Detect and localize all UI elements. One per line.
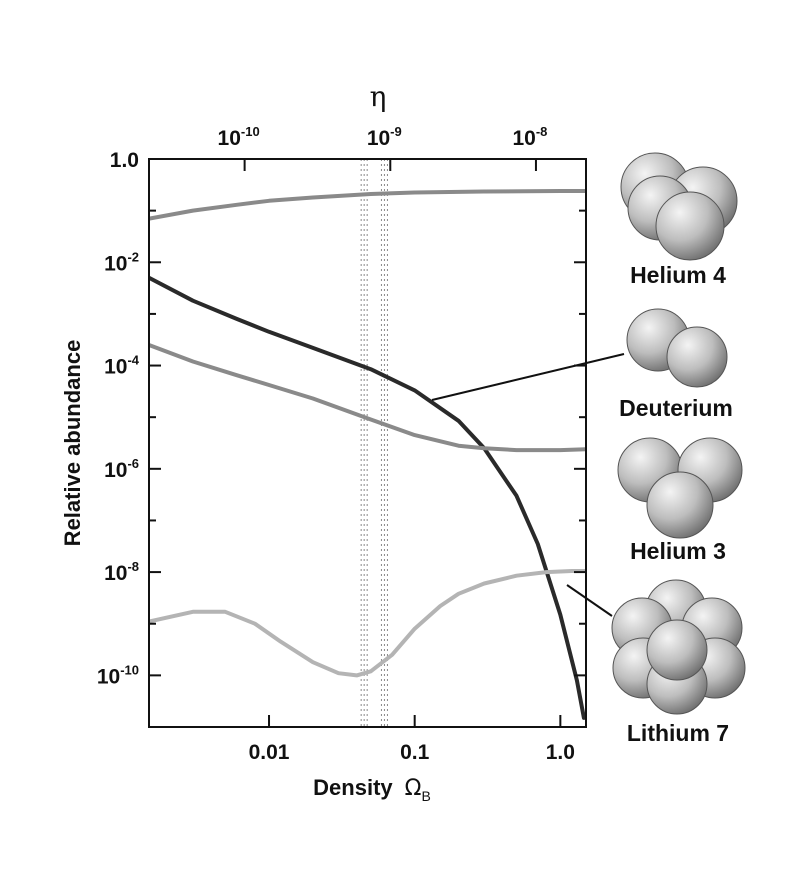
y-axis-title: Relative abundance — [60, 340, 85, 547]
series-line-deuterium — [149, 275, 586, 720]
y-tick-label: 1.0 — [110, 149, 139, 172]
series-line-lithium-7 — [149, 569, 586, 678]
top-axis-title: η — [370, 80, 387, 113]
lithium-7-leader-line — [566, 584, 613, 617]
helium-3-nucleus-icon — [617, 437, 743, 539]
top-tick-label: 10-10 — [218, 124, 260, 150]
legend-label-deuterium: Deuterium — [619, 395, 733, 421]
plot-frame — [148, 158, 587, 728]
x-axis-title: Density ΩB — [313, 775, 431, 804]
series-line-helium-4 — [149, 189, 586, 221]
y-tick-label: 10-4 — [104, 353, 140, 379]
y-tick-label: 10-8 — [104, 559, 139, 585]
x-tick-label: 0.1 — [400, 741, 430, 764]
lithium-7-nucleus-icon — [611, 579, 746, 715]
deuterium-nucleus-icon — [626, 308, 728, 388]
deuterium-leader-line — [431, 353, 625, 401]
helium-4-nucleus-icon — [620, 152, 738, 261]
legend-label-helium-3: Helium 3 — [630, 538, 726, 564]
series-lines — [149, 189, 586, 720]
axis-ticks: 0.01 0.1 1.0 10-10 10-9 10-8 1.0 10-2 10-4 10-6 10… — [97, 124, 586, 764]
y-tick-label: 10-10 — [97, 662, 139, 688]
top-tick-label: 10-9 — [367, 124, 402, 150]
x-tick-label: 1.0 — [546, 741, 575, 764]
legend-label-helium-4: Helium 4 — [630, 262, 726, 288]
baryon-density-band — [360, 159, 388, 727]
legend-label-lithium-7: Lithium 7 — [627, 720, 729, 746]
series-line-helium-3 — [149, 343, 586, 453]
y-tick-label: 10-6 — [104, 456, 139, 482]
y-tick-label: 10-2 — [104, 249, 139, 275]
top-tick-label: 10-8 — [512, 124, 547, 150]
x-tick-label: 0.01 — [249, 741, 290, 764]
